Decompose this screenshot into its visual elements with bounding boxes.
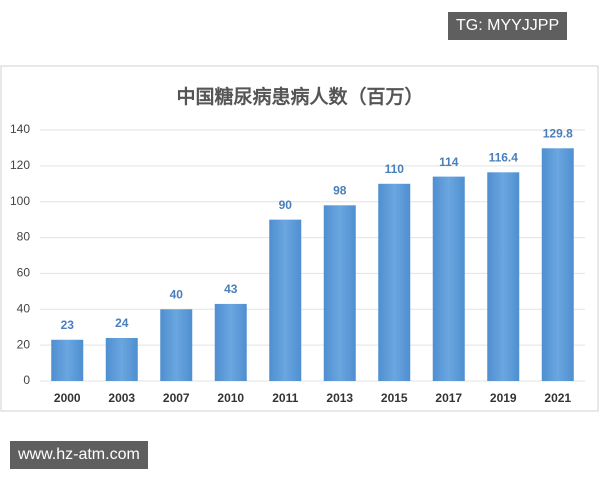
x-tick-label: 2021	[544, 391, 571, 405]
bar	[269, 219, 302, 381]
bar	[105, 337, 138, 381]
top-tag: TG: MYYJJPP	[448, 12, 568, 40]
x-tick-label: 2000	[54, 391, 81, 405]
value-label: 40	[170, 287, 184, 301]
bar	[323, 205, 356, 381]
x-tick-label: 2010	[217, 391, 244, 405]
bar	[214, 303, 247, 381]
bar	[541, 148, 574, 381]
x-tick-label: 2019	[490, 391, 517, 405]
x-tick-label: 2017	[435, 391, 462, 405]
bar	[160, 309, 193, 381]
y-tick-label: 120	[10, 158, 30, 172]
y-tick-label: 20	[17, 337, 31, 351]
bar	[51, 339, 84, 381]
value-label: 24	[115, 316, 129, 330]
y-tick-label: 0	[23, 373, 30, 387]
value-label: 116.4	[489, 150, 519, 164]
y-tick-label: 100	[10, 194, 30, 208]
value-label: 23	[61, 318, 75, 332]
value-label: 90	[279, 198, 293, 212]
y-tick-label: 80	[17, 230, 31, 244]
chart-title: 中国糖尿病患病人数（百万）	[176, 85, 423, 108]
bottom-tag: www.hz-atm.com	[10, 441, 148, 469]
bar	[378, 183, 411, 381]
bar	[432, 176, 465, 381]
value-label: 43	[224, 282, 238, 296]
value-label: 98	[333, 183, 347, 197]
x-tick-label: 2013	[326, 391, 353, 405]
x-tick-label: 2011	[272, 391, 298, 405]
y-tick-label: 40	[17, 301, 31, 315]
x-tick-label: 2003	[108, 391, 135, 405]
x-tick-label: 2015	[381, 391, 408, 405]
bar	[487, 172, 520, 381]
value-label: 110	[385, 162, 405, 176]
value-label: 129.8	[543, 126, 573, 140]
x-tick-label: 2007	[163, 391, 190, 405]
value-label: 114	[439, 155, 459, 169]
y-tick-label: 60	[17, 266, 31, 280]
y-tick-label: 140	[10, 122, 30, 136]
